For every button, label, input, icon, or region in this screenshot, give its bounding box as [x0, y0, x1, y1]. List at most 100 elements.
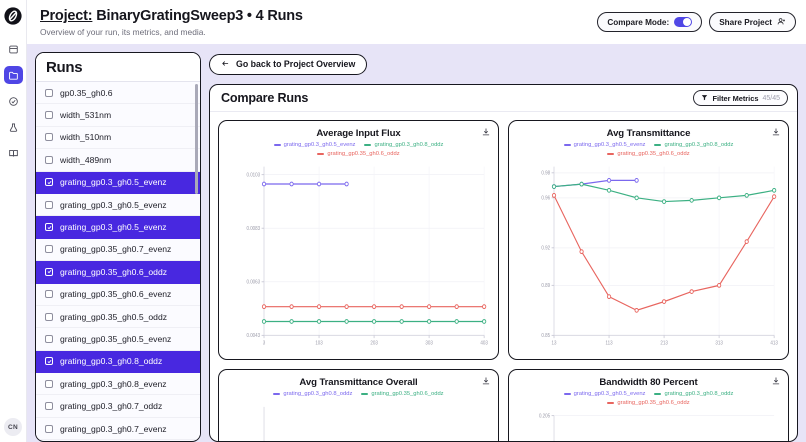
chart-card: Average Input Flux grating_gp0.3_gh0.5_ev…: [218, 120, 499, 360]
page-title-prefix: Project:: [40, 8, 93, 25]
legend-swatch: [361, 393, 369, 395]
list-item[interactable]: width_531nm: [36, 104, 200, 127]
go-back-label: Go back to Project Overview: [236, 59, 356, 69]
runs-scrollbar[interactable]: [195, 84, 198, 194]
run-checkbox[interactable]: [45, 290, 53, 299]
left-nav-rail: CN: [0, 0, 27, 442]
toggle-switch-icon[interactable]: [674, 17, 693, 27]
svg-text:0.96: 0.96: [541, 195, 550, 201]
arrow-left-icon: [221, 59, 230, 70]
download-icon[interactable]: [481, 376, 491, 386]
list-item[interactable]: grating_gp0.35_gh0.5_oddz: [36, 305, 200, 329]
app-logo-icon[interactable]: [2, 5, 24, 27]
chart-legend: grating_gp0.3_gh0.5_evenz grating_gp0.3_g…: [227, 142, 490, 157]
legend-entry[interactable]: grating_gp0.35_gh0.6_oddz: [607, 400, 690, 406]
list-item[interactable]: grating_gp0.3_gh0.5_evenz: [36, 171, 200, 194]
svg-text:113: 113: [605, 340, 612, 346]
run-label: width_510nm: [60, 132, 112, 143]
run-label: grating_gp0.35_gh0.5_evenz: [60, 333, 172, 344]
list-item[interactable]: grating_gp0.35_gh0.6_oddz: [36, 261, 200, 284]
sidebar-item-projects[interactable]: [3, 66, 23, 84]
run-checkbox[interactable]: [45, 155, 53, 164]
run-checkbox[interactable]: [45, 133, 53, 142]
run-checkbox[interactable]: [45, 267, 53, 276]
legend-entry[interactable]: grating_gp0.35_gh0.6_oddz: [607, 151, 690, 157]
filter-metrics-button[interactable]: Filter Metrics 45/45: [693, 90, 788, 106]
chart-title: Avg Transmittance Overall: [299, 377, 418, 388]
list-item[interactable]: grating_gp0.35_gh0.7_evenz: [36, 238, 200, 262]
run-checkbox[interactable]: [45, 178, 53, 187]
legend-entry[interactable]: grating_gp0.3_gh0.8_oddz: [654, 142, 733, 148]
list-item[interactable]: grating_gp0.3_gh0.5_evenz: [36, 216, 200, 239]
legend-entry[interactable]: grating_gp0.3_gh0.8_oddz: [364, 142, 443, 148]
list-item[interactable]: grating_gp0.35_gh0.6_evenz: [36, 283, 200, 306]
sidebar-item-tasks[interactable]: [4, 92, 23, 110]
legend-entry[interactable]: grating_gp0.3_gh0.8_oddz: [273, 391, 352, 397]
sidebar-item-docs[interactable]: [4, 144, 23, 162]
legend-swatch: [273, 144, 281, 146]
legend-swatch: [563, 393, 571, 395]
chart-title: Average Input Flux: [316, 128, 401, 139]
runs-panel: Runs gp0.35_gh0.6 width_531nm width_510nm w…: [35, 52, 201, 442]
list-item[interactable]: grating_gp0.3_gh0.7_evenz: [36, 417, 200, 441]
sidebar-item-dashboard[interactable]: [4, 40, 23, 58]
svg-text:403: 403: [480, 340, 488, 346]
back-bar: Go back to Project Overview: [209, 52, 798, 76]
page-subtitle: Overview of your run, its metrics, and m…: [40, 26, 206, 37]
legend-entry[interactable]: grating_gp0.3_gh0.5_evenz: [273, 142, 355, 148]
runs-list[interactable]: gp0.35_gh0.6 width_531nm width_510nm width_…: [36, 82, 200, 441]
chart-plot-area[interactable]: 0.98 0.96 0.92 0.89 0.85 13 113 213 313 413: [517, 160, 780, 353]
list-item[interactable]: width_510nm: [36, 126, 200, 150]
download-icon[interactable]: [771, 127, 781, 137]
chart-plot-area[interactable]: 0.205: [517, 409, 780, 441]
legend-label: grating_gp0.35_gh0.6_oddz: [371, 391, 444, 397]
sidebar-item-experiments[interactable]: [4, 118, 23, 136]
list-item[interactable]: grating_gp0.3_gh0.8_oddz: [36, 350, 200, 374]
run-label: grating_gp0.3_gh0.5_evenz: [60, 222, 167, 233]
run-label: width_531nm: [60, 110, 112, 121]
chart-card: Avg Transmittance grating_gp0.3_gh0.5_eve…: [508, 120, 789, 360]
chart-plot-area[interactable]: [227, 400, 490, 441]
list-item[interactable]: grating_gp0.3_gh0.8_evenz: [36, 373, 200, 396]
run-checkbox[interactable]: [45, 402, 53, 411]
run-checkbox[interactable]: [45, 357, 53, 366]
legend-entry[interactable]: grating_gp0.3_gh0.5_evenz: [563, 142, 645, 148]
download-icon[interactable]: [481, 127, 491, 137]
run-label: grating_gp0.3_gh0.8_oddz: [60, 356, 163, 367]
list-item[interactable]: grating_gp0.3_gh0.7_oddz: [36, 395, 200, 418]
legend-entry[interactable]: grating_gp0.35_gh0.6_oddz: [317, 151, 400, 157]
list-item[interactable]: gp0.35_gh0.6: [36, 82, 200, 105]
svg-text:0.92: 0.92: [541, 245, 550, 251]
legend-label: grating_gp0.3_gh0.8_oddz: [374, 142, 444, 148]
run-checkbox[interactable]: [45, 88, 53, 97]
run-checkbox[interactable]: [45, 111, 53, 120]
list-item[interactable]: grating_gp0.35_gh0.5_evenz: [36, 328, 200, 351]
legend-entry[interactable]: grating_gp0.35_gh0.6_oddz: [361, 391, 444, 397]
chart-plot-area[interactable]: 0.0103 0.0083 0.0063 0.0043 3 103 203 303 403: [227, 160, 490, 353]
run-checkbox[interactable]: [45, 245, 53, 254]
run-checkbox[interactable]: [45, 379, 53, 388]
run-label: grating_gp0.35_gh0.5_oddz: [60, 311, 168, 322]
compare-mode-toggle[interactable]: Compare Mode:: [597, 12, 703, 32]
list-item[interactable]: grating_gp0.3_gh0.5_evenz: [36, 193, 200, 217]
share-project-button[interactable]: Share Project: [709, 12, 796, 32]
legend-entry[interactable]: grating_gp0.3_gh0.8_oddz: [654, 391, 733, 397]
run-label: grating_gp0.35_gh0.6_evenz: [60, 289, 172, 300]
svg-text:313: 313: [715, 340, 723, 346]
avatar[interactable]: CN: [4, 418, 22, 436]
legend-label: grating_gp0.3_gh0.8_oddz: [283, 391, 353, 397]
legend-entry[interactable]: grating_gp0.3_gh0.5_evenz: [563, 391, 645, 397]
svg-text:413: 413: [770, 340, 778, 346]
run-label: grating_gp0.3_gh0.8_evenz: [60, 378, 167, 389]
run-checkbox[interactable]: [45, 424, 53, 433]
run-checkbox[interactable]: [45, 223, 53, 232]
run-checkbox[interactable]: [45, 334, 53, 343]
list-item[interactable]: width_489nm: [36, 149, 200, 172]
rail-items: [3, 40, 23, 162]
go-back-button[interactable]: Go back to Project Overview: [209, 53, 368, 75]
run-checkbox[interactable]: [45, 200, 53, 209]
run-checkbox[interactable]: [45, 312, 53, 321]
legend-swatch: [563, 144, 571, 146]
download-icon[interactable]: [771, 376, 781, 386]
page-title-rest: BinaryGratingSweep3 • 4 Runs: [92, 8, 303, 25]
